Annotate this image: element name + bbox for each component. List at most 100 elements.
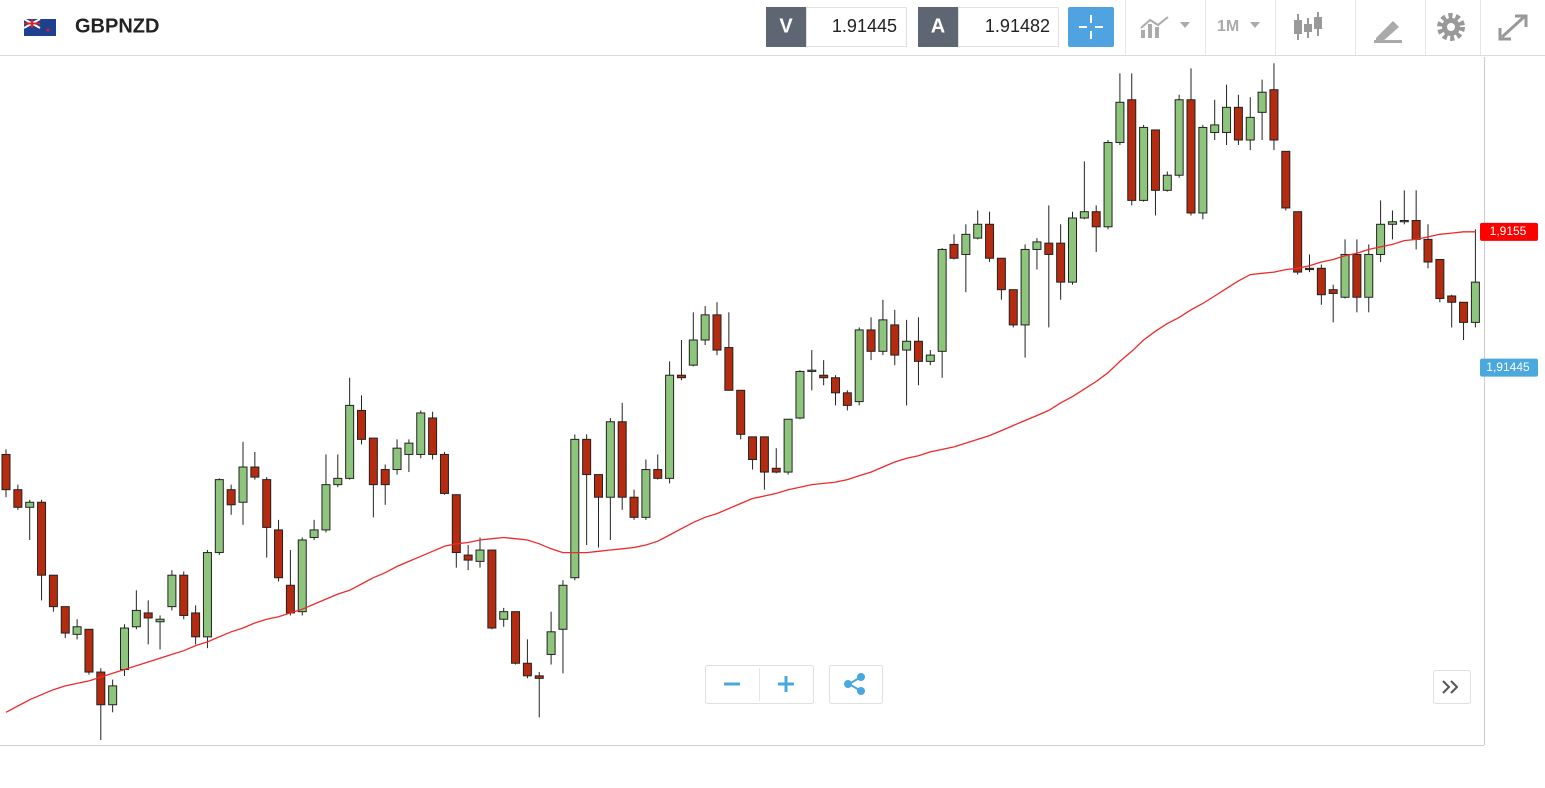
candle-body [25,501,35,508]
candle-body [771,467,781,473]
candle-body [451,494,461,554]
candle-body [167,574,177,608]
candle-body [807,369,817,372]
crosshair-button[interactable] [1068,7,1114,47]
candle-body [1316,267,1326,296]
candle-body [1210,124,1220,133]
candle-body [1269,89,1279,141]
candle-body [641,469,651,518]
candle-body [131,609,141,628]
bid-button[interactable] [766,7,806,47]
price-tag [1480,358,1538,377]
candle-body [1411,220,1421,240]
candle-body [902,340,912,351]
candle-body [333,477,343,486]
candle-body [1198,126,1208,214]
draw-button[interactable] [1374,21,1402,43]
candle-body [925,354,935,362]
bid-box [806,7,907,47]
candle-body [1044,242,1054,255]
candle-body [392,447,402,471]
candle-body [866,329,876,352]
ask-label: A [931,15,945,37]
zoom-in-button[interactable] [778,676,794,692]
chart-type-button[interactable] [1140,16,1190,38]
price-tag [1480,222,1538,241]
share-button[interactable] [829,665,883,704]
symbol: GBPNZD [75,15,159,37]
candle-body [1139,126,1149,201]
candle-body [676,374,686,379]
candle-body [1032,241,1042,250]
candle-body [748,436,758,460]
settings-button[interactable] [1437,13,1465,41]
candle-body [617,421,627,498]
candle-body [1091,211,1101,228]
ask-price: 1.91482 [985,16,1050,36]
candle-body [1174,99,1184,176]
candle-body [48,574,58,608]
candle-body [428,417,438,455]
candle-body [155,618,165,623]
candle-body [594,474,603,498]
candle-body [1233,106,1243,141]
candle-body [511,611,521,664]
timeframe-button[interactable]: 1M [1217,18,1260,35]
candle-body [653,469,663,479]
candle-body [700,314,710,341]
candle-body [913,340,923,362]
candle-body [795,370,805,419]
candle-body [297,539,307,613]
ask-button[interactable] [918,7,958,47]
candle-body [558,584,568,630]
candle-body [37,501,47,576]
candle-body [439,453,449,494]
candle-body [570,438,580,579]
candle-body [345,404,355,479]
candle-body [759,436,769,473]
candle-body [1245,116,1255,141]
candle-body [1150,129,1160,191]
candle-body [60,606,70,634]
candle-body [831,377,840,394]
candle-body [973,223,983,239]
candle-body [854,329,864,403]
candle-body [108,685,118,706]
candle-body [285,584,295,614]
candle-body [534,675,544,679]
candle-body [783,418,793,473]
candle-body [1459,301,1469,323]
candle-body [1364,253,1374,298]
candle-body [522,662,532,677]
fullscreen-button[interactable] [1498,14,1528,41]
candle-body [961,233,971,255]
candle-body [1103,142,1113,228]
candles-button[interactable] [1294,12,1322,40]
candle-body [499,611,509,620]
scroll-right-button[interactable] [1433,670,1471,704]
candle-body [1079,211,1089,219]
zoom-controls [705,665,814,704]
candle-body [1435,259,1445,299]
candle-body [1222,106,1232,133]
candle-body [842,392,852,406]
flag [23,18,56,36]
candle-body [226,489,236,506]
candle-body [546,631,556,655]
candle-body [179,574,189,616]
header-separators [1125,0,1481,55]
candle-body [1115,101,1125,144]
candle-body [120,627,129,671]
candle-body [1281,150,1291,209]
candle-body [1387,221,1397,225]
candle-body [1068,217,1077,283]
candle-body [1162,174,1172,191]
candle-body [143,612,153,619]
candle-body [202,552,212,638]
candle-body [1186,99,1196,214]
candle-body [1305,267,1314,271]
candle-body [262,479,272,528]
price-tag-label: 1,9155 [1490,224,1527,238]
